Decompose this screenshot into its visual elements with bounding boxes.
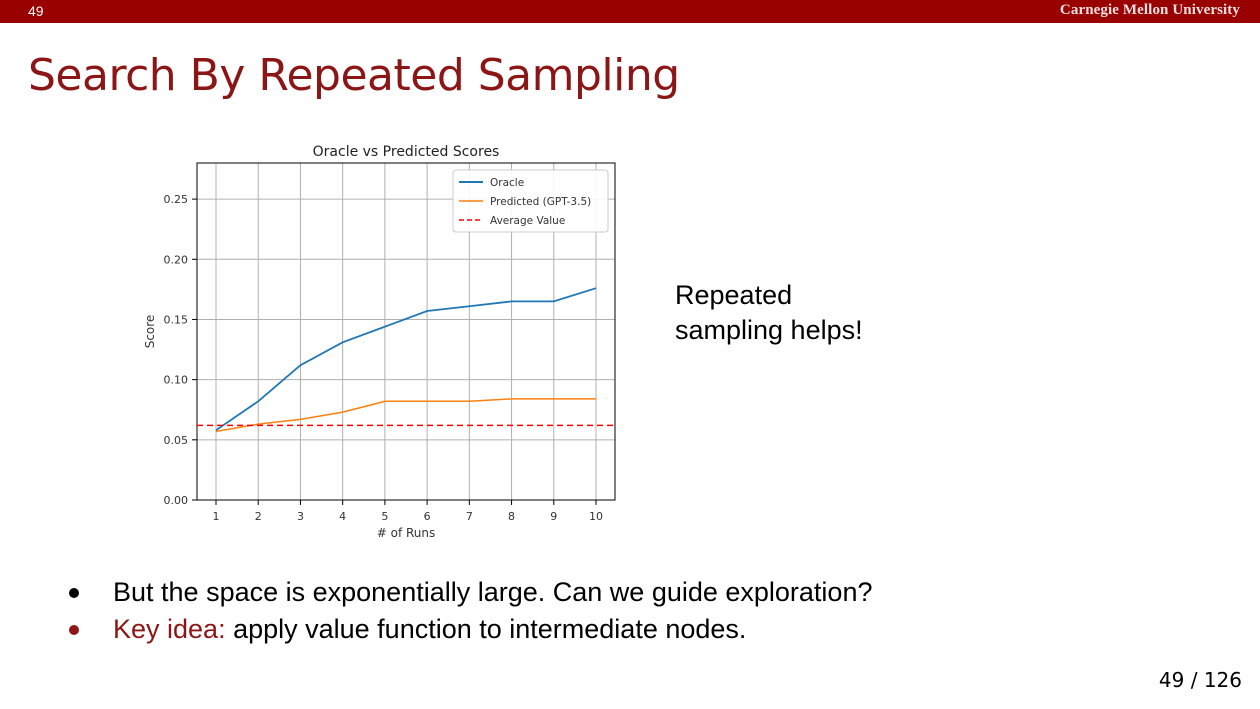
y-tick-label-5: 0.25 xyxy=(164,193,189,206)
y-tick-label-2: 0.10 xyxy=(164,374,189,387)
x-tick-label-5: 6 xyxy=(424,510,431,523)
y-tick-label-4: 0.20 xyxy=(164,253,189,266)
bullet-item-1: But the space is exponentially large. Ca… xyxy=(64,574,872,611)
header-bar: 49 Carnegie Mellon University xyxy=(0,0,1260,23)
x-axis-label: # of Runs xyxy=(377,526,436,540)
bullet-list: But the space is exponentially large. Ca… xyxy=(64,574,872,648)
page-counter: 49 / 126 xyxy=(1158,668,1242,692)
y-axis-label: Score xyxy=(143,315,157,349)
legend-label-0: Oracle xyxy=(490,177,524,189)
x-tick-label-1: 2 xyxy=(255,510,262,523)
x-tick-label-7: 8 xyxy=(508,510,515,523)
plot-frame xyxy=(196,162,616,501)
x-tick-label-9: 10 xyxy=(589,510,603,523)
key-idea-term: Key idea: xyxy=(113,614,226,644)
chart-title: Oracle vs Predicted Scores xyxy=(313,144,500,160)
slide-title: Search By Repeated Sampling xyxy=(28,50,680,101)
bullet-text-1: But the space is exponentially large. Ca… xyxy=(113,577,873,607)
bullet-dot-icon xyxy=(69,625,79,635)
line-chart: Oracle vs Predicted Scores 0.00 0.05 0.10 0.… xyxy=(143,144,616,540)
chart-container: Oracle vs Predicted Scores 0.00 0.05 0.10 0.… xyxy=(130,132,630,547)
legend-label-1: Predicted (GPT-3.5) xyxy=(490,196,591,208)
x-tick-label-4: 5 xyxy=(381,510,388,523)
x-tick-label-0: 1 xyxy=(213,510,220,523)
y-tick-label-1: 0.05 xyxy=(164,434,189,447)
side-note: Repeated sampling helps! xyxy=(675,278,975,348)
bullet-text-2: apply value function to intermediate nod… xyxy=(225,614,747,644)
x-tick-label-8: 9 xyxy=(550,510,557,523)
slide-number-top: 49 xyxy=(28,3,44,19)
y-tick-label-0: 0.00 xyxy=(164,494,189,507)
y-tick-label-3: 0.15 xyxy=(164,313,189,326)
legend-box xyxy=(452,169,609,233)
bullet-dot-icon xyxy=(69,588,79,598)
bullet-item-2: Key idea: apply value function to interm… xyxy=(64,611,872,648)
side-note-line2: sampling helps! xyxy=(675,315,863,345)
series-line-0 xyxy=(215,287,597,431)
x-tick-label-3: 4 xyxy=(339,510,346,523)
series-line-1 xyxy=(215,398,596,433)
x-tick-label-6: 7 xyxy=(466,510,473,523)
cmu-logo: Carnegie Mellon University xyxy=(1059,2,1240,18)
side-note-line1: Repeated xyxy=(675,280,793,310)
legend-label-2: Average Value xyxy=(490,215,565,227)
x-tick-label-2: 3 xyxy=(297,510,304,523)
